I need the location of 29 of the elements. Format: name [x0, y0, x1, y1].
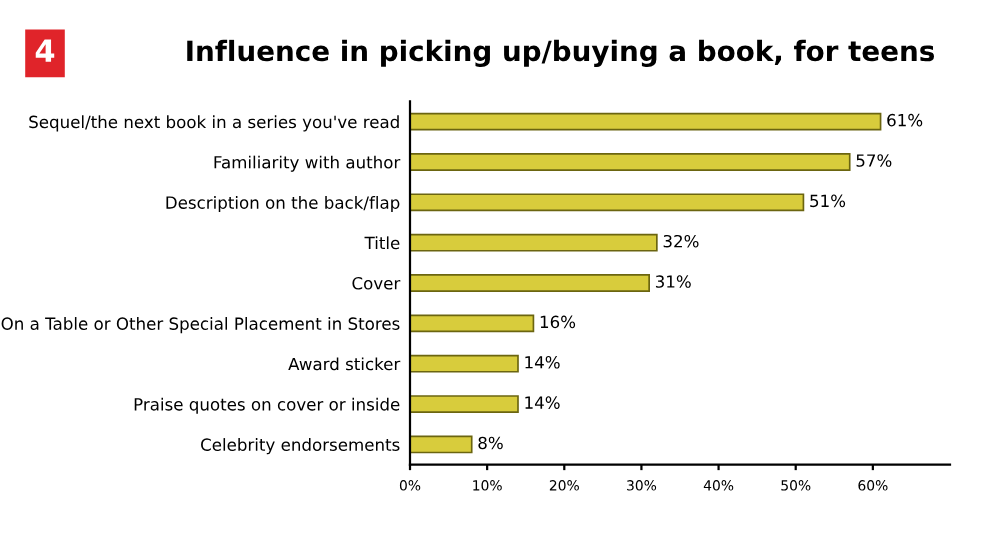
y-tick-label: Title — [364, 236, 400, 250]
data-label: 51% — [810, 194, 846, 208]
y-tick-label: Award sticker — [288, 357, 401, 371]
bar — [410, 395, 519, 413]
y-tick-label: Sequel/the next book in a series you've read — [29, 115, 399, 132]
data-label: 31% — [655, 275, 691, 288]
data-label: 8% — [478, 436, 503, 450]
y-tick-label: On a Table or Other Special Placement in Stores — [1, 317, 400, 334]
bar — [410, 435, 473, 454]
chart-title: Influence in picking up/buying a book, for teens — [187, 39, 935, 67]
data-label: 57% — [856, 154, 892, 167]
y-tick-label: Description on the back/flap — [166, 195, 400, 213]
data-label: 61% — [887, 113, 923, 127]
bar — [410, 314, 535, 333]
bar — [410, 354, 519, 373]
bar — [410, 153, 851, 171]
data-label: 14% — [525, 355, 560, 369]
data-label: 16% — [540, 315, 576, 329]
bar — [410, 233, 658, 252]
data-label: 14% — [525, 396, 560, 409]
y-tick-label: Cover — [352, 276, 401, 290]
y-tick-label: Praise quotes on cover or inside — [134, 397, 400, 414]
data-label: 32% — [663, 234, 699, 248]
bar — [410, 112, 882, 131]
y-tick-label: Celebrity endorsements — [201, 438, 400, 455]
text: 4 — [35, 39, 55, 62]
bar — [410, 274, 650, 292]
bar — [410, 193, 805, 212]
y-tick-label: Familiarity with author — [214, 155, 401, 172]
